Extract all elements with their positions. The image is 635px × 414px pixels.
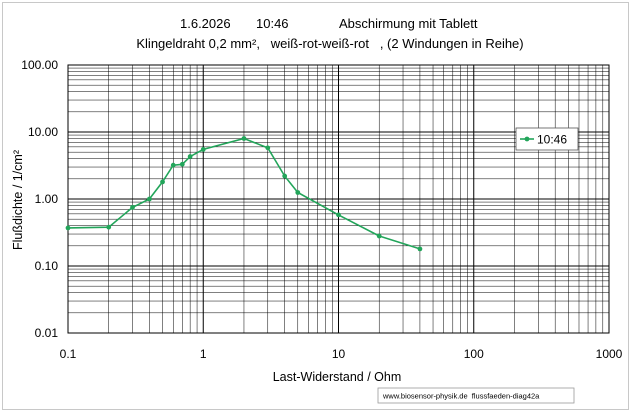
title-time: 10:46 xyxy=(256,16,289,31)
footer-box xyxy=(377,387,575,404)
data-point xyxy=(106,224,112,230)
x-axis-label: Last-Widerstand / Ohm xyxy=(273,370,402,384)
x-tick-label: 1 xyxy=(200,347,207,361)
x-tick-label: 1000 xyxy=(596,347,623,361)
y-tick-label: 0.10 xyxy=(35,259,59,273)
data-point xyxy=(241,136,247,141)
data-point xyxy=(282,173,288,179)
x-tick-label: 0.1 xyxy=(60,347,77,361)
chart-title: 1.6.2026 10:46 Abschirmung mit Tablett K… xyxy=(136,16,523,51)
legend-box xyxy=(515,127,579,151)
data-point xyxy=(265,145,271,151)
chart-subtitle: Klingeldraht 0,2 mm², weiß-rot-weiß-rot … xyxy=(136,36,523,51)
y-axis-label: Flußdichte / 1/cm² xyxy=(11,150,25,250)
y-tick-labels: 100.00 10.00 1.00 0.10 0.01 xyxy=(21,58,58,340)
x-tick-label: 10 xyxy=(332,347,346,361)
data-point xyxy=(295,190,301,195)
series-layer xyxy=(65,136,423,252)
y-tick-label: 10.00 xyxy=(28,125,58,139)
data-point xyxy=(187,154,193,159)
title-text: Abschirmung mit Tablett xyxy=(339,16,478,31)
legend-label: 10:46 xyxy=(537,133,567,147)
data-point xyxy=(170,162,176,168)
x-tick-label: 100 xyxy=(464,347,484,361)
data-point xyxy=(200,146,206,152)
data-point xyxy=(130,204,135,210)
x-tick-labels: 0.1 1 10 100 1000 xyxy=(60,347,623,361)
data-point xyxy=(417,246,423,252)
y-tick-label: 1.00 xyxy=(35,192,59,206)
title-date: 1.6.2026 xyxy=(180,16,231,31)
plot-border xyxy=(67,64,610,334)
data-point xyxy=(160,179,165,185)
data-point xyxy=(179,161,185,167)
footer-text: www.biosensor-physik.de flussfaeden-diag… xyxy=(382,392,540,401)
y-tick-label: 100.00 xyxy=(21,58,58,72)
data-point xyxy=(147,196,152,202)
data-point xyxy=(336,212,341,218)
y-tick-label: 0.01 xyxy=(35,326,59,340)
data-point xyxy=(376,233,382,239)
legend: 10:46 xyxy=(515,127,579,151)
grid xyxy=(67,64,610,334)
legend-marker xyxy=(524,136,530,142)
data-point xyxy=(65,225,71,231)
series-line xyxy=(67,137,421,250)
